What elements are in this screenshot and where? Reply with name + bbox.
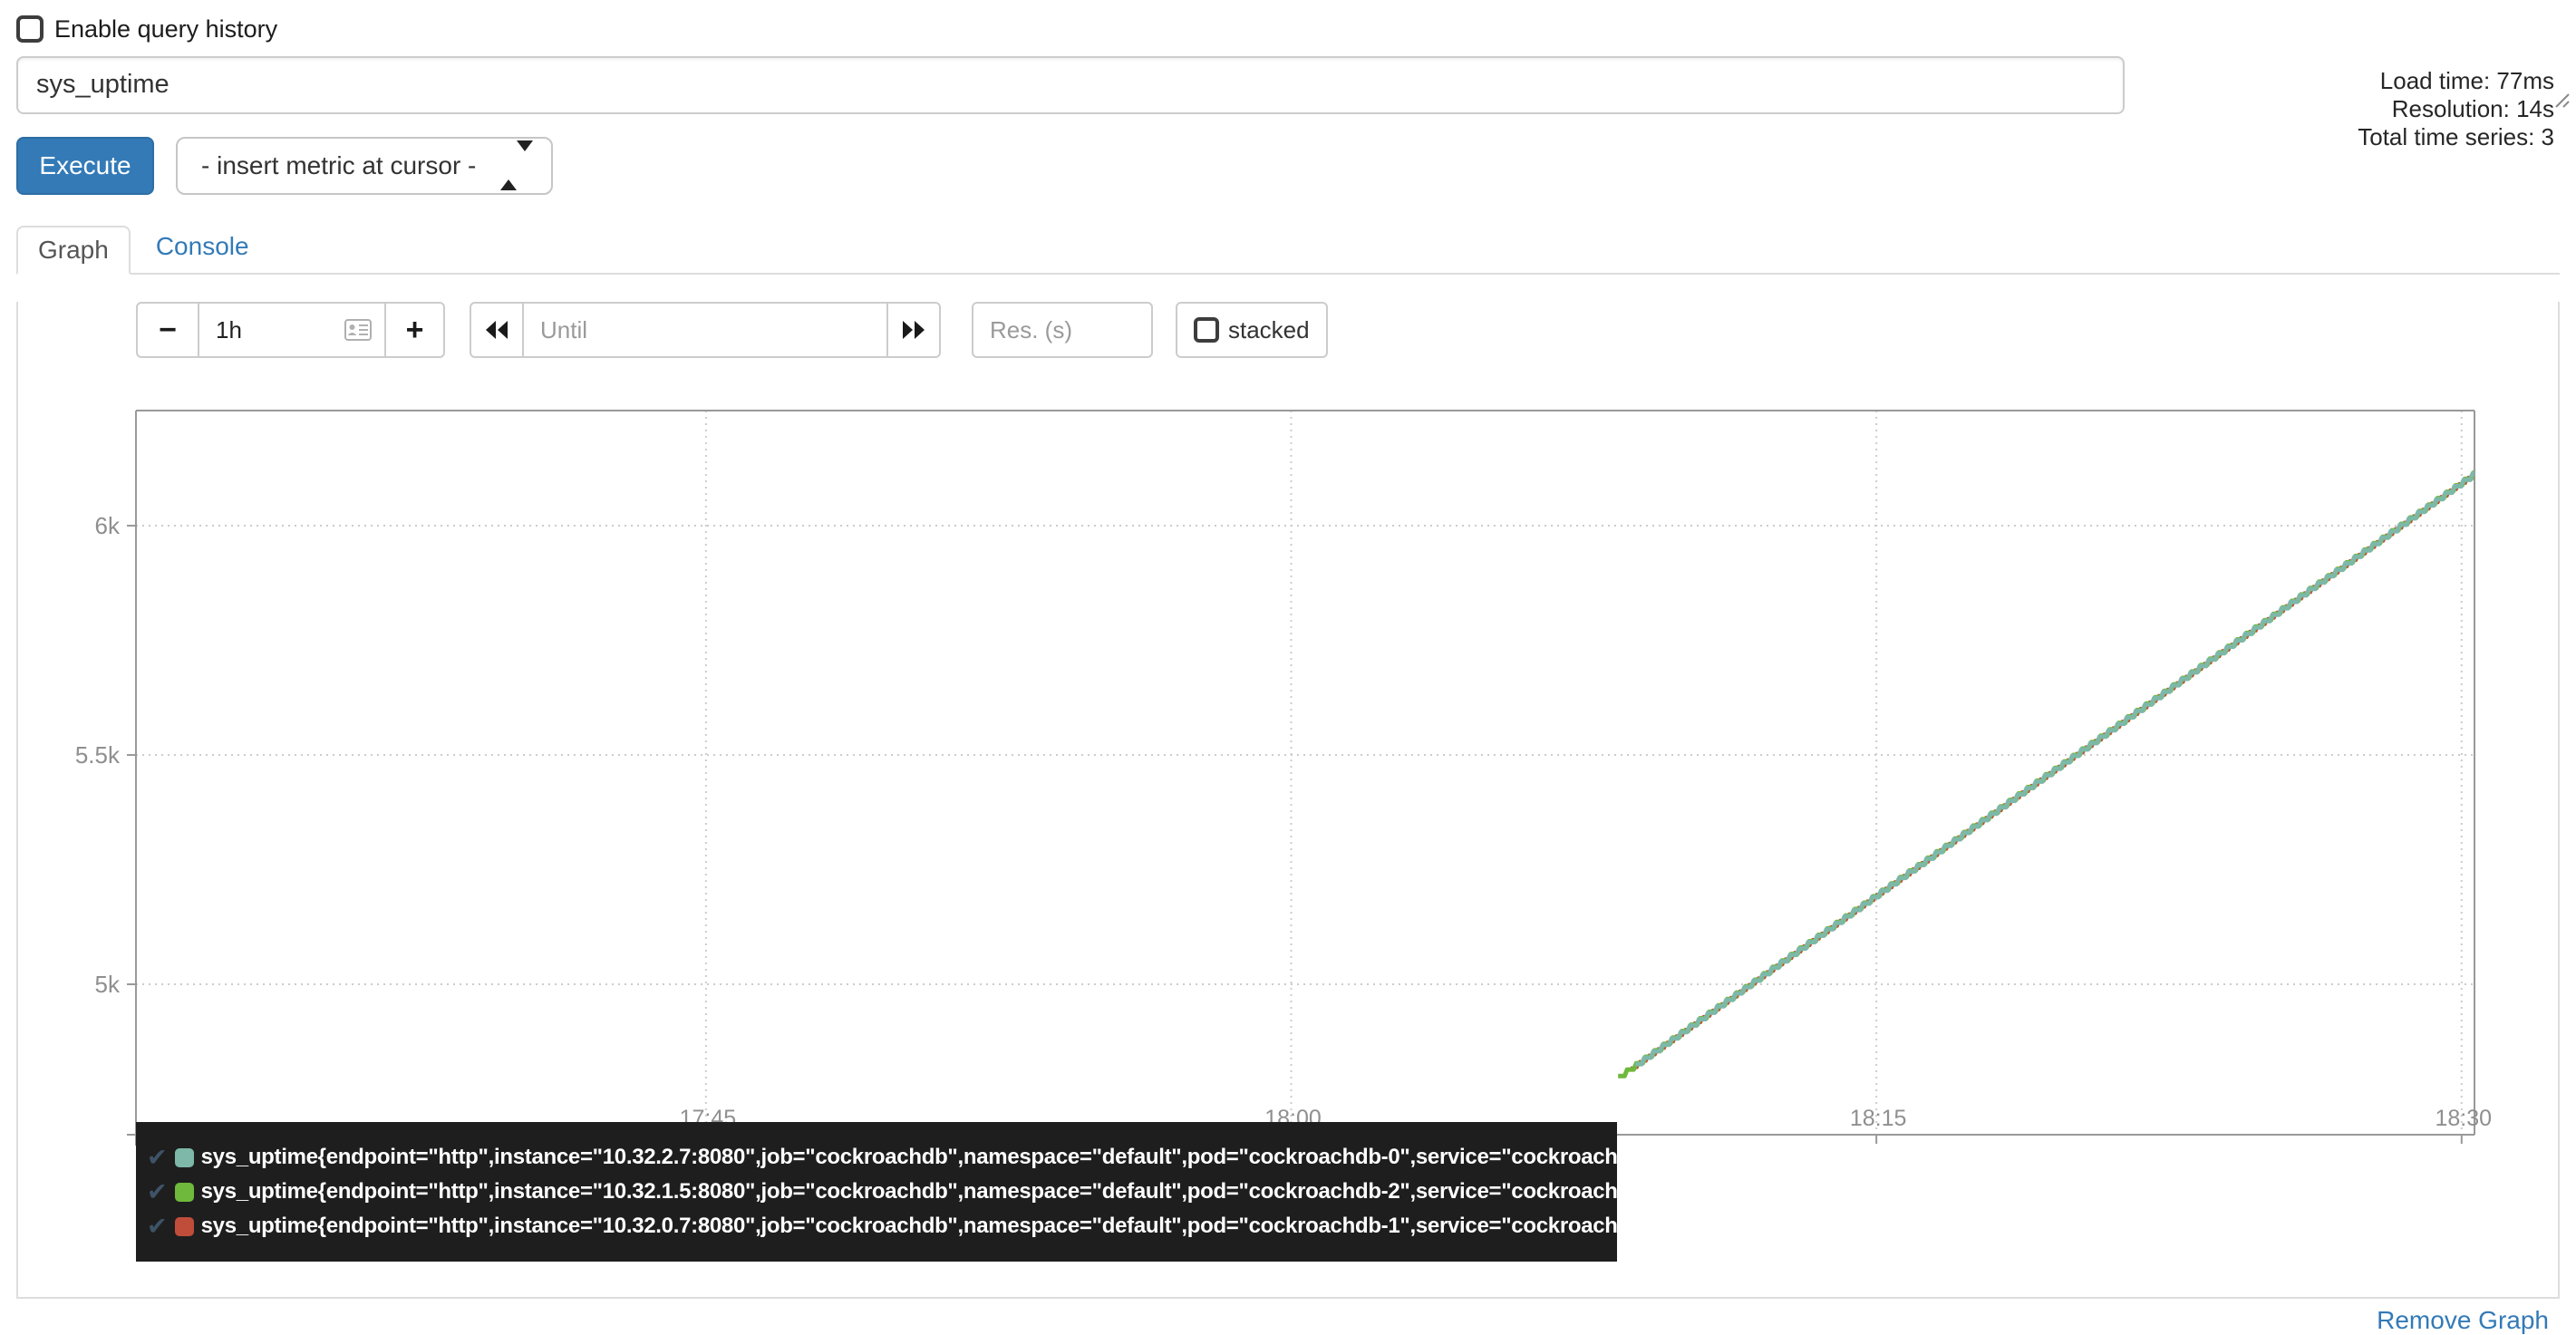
series-color-swatch xyxy=(174,1216,194,1236)
until-input[interactable] xyxy=(538,314,872,345)
stacked-checkbox[interactable] xyxy=(1194,317,1219,343)
until-input-wrap xyxy=(522,302,888,358)
query-input[interactable]: sys_uptime xyxy=(16,56,2125,114)
series-color-swatch xyxy=(174,1147,194,1167)
series-label: sys_uptime{endpoint="http",instance="10.… xyxy=(200,1145,1662,1169)
stacked-control: stacked xyxy=(1176,302,1328,358)
rewind-icon xyxy=(486,321,508,339)
chart-legend: ✔ sys_uptime{endpoint="http",instance="1… xyxy=(136,1122,1662,1262)
query-history-checkbox[interactable] xyxy=(16,15,44,43)
stacked-label: stacked xyxy=(1228,315,1310,343)
range-control-group: − + xyxy=(136,302,445,358)
execute-button[interactable]: Execute xyxy=(16,137,154,195)
query-area: sys_uptime xyxy=(16,56,2576,114)
execute-row: Execute - insert metric at cursor - xyxy=(16,137,2576,195)
total-time-series: Total time series: 3 xyxy=(2358,123,2554,150)
range-grow-button[interactable]: + xyxy=(384,302,445,358)
plus-icon: + xyxy=(405,313,424,347)
graph-toolbar: − + xyxy=(136,302,2558,358)
insert-metric-select[interactable]: - insert metric at cursor - xyxy=(176,137,553,195)
resize-handle-icon[interactable] xyxy=(2551,89,2571,109)
time-back-button[interactable] xyxy=(470,302,524,358)
time-forward-button[interactable] xyxy=(886,302,941,358)
legend-item[interactable]: ✔ sys_uptime{endpoint="http",instance="1… xyxy=(136,1209,1662,1243)
tab-console[interactable]: Console xyxy=(155,232,249,260)
query-history-row: Enable query history xyxy=(16,15,2576,44)
res-input-wrap xyxy=(972,302,1153,358)
insert-metric-value: - insert metric at cursor - xyxy=(201,151,477,179)
series-color-swatch xyxy=(174,1182,194,1202)
range-input[interactable] xyxy=(214,314,370,345)
check-icon: ✔ xyxy=(147,1143,168,1172)
check-icon: ✔ xyxy=(147,1212,168,1241)
query-history-label: Enable query history xyxy=(54,15,278,43)
series-label: sys_uptime{endpoint="http",instance="10.… xyxy=(200,1214,1662,1238)
select-arrows-icon xyxy=(500,140,533,190)
remove-graph-row: Remove Graph xyxy=(0,1306,2549,1335)
check-icon: ✔ xyxy=(147,1177,168,1206)
legend-item[interactable]: ✔ sys_uptime{endpoint="http",instance="1… xyxy=(136,1140,1662,1175)
resolution: Resolution: 14s xyxy=(2391,95,2554,122)
legend-item[interactable]: ✔ sys_uptime{endpoint="http",instance="1… xyxy=(136,1175,1662,1209)
load-time: Load time: 77ms xyxy=(2379,67,2554,94)
autofill-contact-icon[interactable] xyxy=(344,319,372,341)
range-input-wrap xyxy=(198,302,386,358)
remove-graph-link[interactable]: Remove Graph xyxy=(2377,1306,2549,1334)
series-label: sys_uptime{endpoint="http",instance="10.… xyxy=(200,1179,1662,1204)
range-shrink-button[interactable]: − xyxy=(136,302,199,358)
tab-bar: Graph Console xyxy=(16,224,2560,275)
query-stats: Load time: 77ms Resolution: 14s Total ti… xyxy=(2358,67,2554,151)
time-control-group xyxy=(470,302,941,358)
chart-region[interactable] xyxy=(18,358,2558,1122)
fast-forward-icon xyxy=(903,321,925,339)
resolution-input[interactable] xyxy=(988,314,1137,345)
minus-icon: − xyxy=(159,313,177,347)
tab-graph[interactable]: Graph xyxy=(16,226,131,275)
